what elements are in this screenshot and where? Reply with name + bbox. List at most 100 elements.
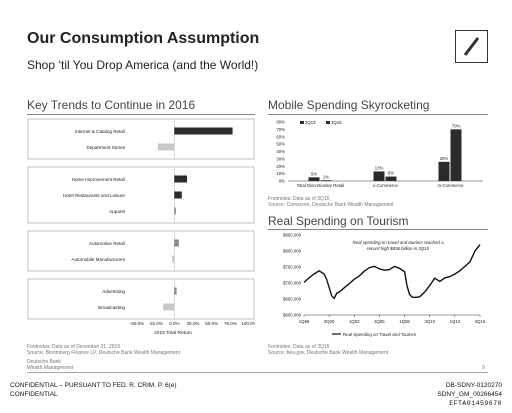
y-tick-label: $850,000 <box>283 233 302 238</box>
x-tick-label: 1Q13 <box>450 319 461 324</box>
x-tick-label: 0.0% <box>169 321 179 326</box>
legend-swatch <box>300 121 304 124</box>
category-label: Broadcasting <box>98 305 125 310</box>
page-subtitle: Shop ‘til You Drop America (and the Worl… <box>27 58 259 72</box>
tourism-footnotes: Footnotes: Data as of 3Q15 Source: bea.g… <box>268 344 388 356</box>
data-label: 13% <box>375 165 384 170</box>
left-section-rule <box>27 114 255 115</box>
category-label: e-Commerce <box>373 183 398 188</box>
key-trends-bar-chart: Internet & Catalog Retail Department Stor… <box>27 118 255 336</box>
confidential-label: CONFIDENTIAL <box>10 391 58 398</box>
mobile-footnotes: Footnotes: Data as of 3Q15 Source: Comsc… <box>268 196 394 208</box>
brand-block: Deutsche Bank Wealth Management <box>27 359 73 371</box>
category-bar <box>172 255 175 263</box>
annotation-line: Real spending on travel and tourism reac… <box>352 240 444 245</box>
y-tick-label: $700,000 <box>283 281 302 286</box>
tourism-source-line: Source: bea.gov, Deutsche Bank Wealth Ma… <box>268 350 389 356</box>
left-section-title: Key Trends to Continue in 2016 <box>27 98 196 112</box>
y-tick-label: 60% <box>276 134 285 139</box>
x-tick-label: 3Q05 <box>374 319 385 324</box>
category-label: Department Stores <box>86 145 125 150</box>
category-label: Automotive Retail <box>89 241 125 246</box>
category-bar <box>174 127 233 135</box>
category-label: Internet & Catalog Retail <box>75 129 125 134</box>
data-label: 1% <box>323 174 329 179</box>
left-footnotes: Footnotes: Data as of December 31, 2015 … <box>27 344 180 356</box>
bates-block: DB-SDNY-0120270 SDNY_GM_00266454 EFTA014… <box>437 381 502 408</box>
mobile-bar <box>385 176 397 181</box>
category-label: m-Commerce <box>437 183 464 188</box>
legend-label: Real Spending on Travel and Tourism <box>343 332 416 337</box>
category-bar <box>174 191 182 199</box>
mobile-bar <box>450 129 462 181</box>
x-tick-label: 3Q00 <box>324 319 335 324</box>
y-tick-label: 0% <box>279 179 285 184</box>
legend-swatch <box>326 121 330 124</box>
tourism-line-chart: $600,000 $650,000 $700,000 $750,000 $800,000… <box>283 233 486 338</box>
x-axis-title: 2015 Total Return <box>154 330 192 336</box>
tourism-section-rule <box>268 229 488 230</box>
category-label: Total Discretionary Retail <box>297 183 345 188</box>
category-label: Apparel <box>109 209 125 214</box>
x-tick-label: 1Q08 <box>399 319 410 324</box>
mobile-bar <box>320 180 332 181</box>
data-label: 5% <box>311 171 317 176</box>
x-tick-label: -50.0% <box>130 321 144 326</box>
category-bar <box>163 303 175 311</box>
legend-label: 3Q15 <box>331 120 342 125</box>
y-tick-label: $650,000 <box>283 297 302 302</box>
x-tick-label: 3Q15 <box>475 319 486 324</box>
left-footnote-line: Footnotes: Data as of December 31, 2015 <box>27 344 121 350</box>
brand-division: Wealth Management <box>27 365 74 371</box>
category-label: Automobile Manufacturers <box>71 257 125 262</box>
category-label: Home Improvement Retail <box>72 177 125 182</box>
y-tick-label: 30% <box>276 156 285 161</box>
y-tick-label: 20% <box>276 164 285 169</box>
data-label: 6% <box>388 171 394 176</box>
category-bar <box>174 239 179 247</box>
y-tick-label: 70% <box>276 127 285 132</box>
mobile-bar <box>373 171 385 181</box>
confidential-block: CONFIDENTIAL – PURSUANT TO FED. R. CRIM.… <box>10 381 177 399</box>
footer-rule <box>27 372 488 373</box>
bates-sdny: SDNY_GM_00266454 <box>437 391 502 398</box>
mobile-bar <box>438 161 450 181</box>
category-bar <box>174 287 177 295</box>
category-label: Advertising <box>102 289 125 294</box>
trend-panel <box>27 278 255 320</box>
legend-label: 3Q13 <box>305 120 316 125</box>
x-tick-label: 25.0% <box>187 321 200 326</box>
mobile-spending-bar-chart: 0% 10% 20% 30% 40% 50% 60% 70% 80% 3Q13 3Q15 5% 1% To… <box>276 120 483 188</box>
tourism-section-title: Real Spending on Tourism <box>268 214 409 228</box>
mobile-section-title: Mobile Spending Skyrocketing <box>268 98 430 112</box>
y-tick-label: $600,000 <box>283 313 302 318</box>
y-tick-label: 50% <box>276 142 285 147</box>
data-label: 70% <box>452 123 461 128</box>
trend-panel <box>27 166 255 224</box>
annotation-line: record high $836 billion in 3Q15 <box>367 246 430 251</box>
trend-panel <box>27 118 255 160</box>
y-tick-label: 40% <box>276 149 285 154</box>
mobile-footnote-line: Footnotes: Data as of 3Q15 <box>268 196 330 202</box>
deutsche-bank-logo <box>455 30 488 63</box>
x-tick-label: 75.0% <box>224 321 237 326</box>
x-tick-label: -25.0% <box>149 321 163 326</box>
category-bar <box>157 143 175 151</box>
logo-slash-icon <box>463 37 480 56</box>
left-source-line: Source: Bloomberg Finance LP, Deutsche B… <box>27 350 180 356</box>
mobile-source-line: Source: Comscore, Deutsche Bank Wealth M… <box>268 202 394 208</box>
page-title: Our Consumption Assumption <box>27 30 260 47</box>
brand-name: Deutsche Bank <box>27 359 61 365</box>
category-bar <box>174 207 176 215</box>
tourism-series-line <box>303 244 481 300</box>
x-tick-label: 1Q03 <box>349 319 360 324</box>
data-label: 26% <box>440 156 449 161</box>
page-number: 9 <box>482 365 485 371</box>
y-tick-label: 10% <box>276 171 285 176</box>
category-bar <box>174 175 188 183</box>
bates-db: DB-SDNY-0120270 <box>445 382 502 389</box>
confidential-notice: CONFIDENTIAL – PURSUANT TO FED. R. CRIM.… <box>10 382 177 389</box>
mobile-section-rule <box>268 114 488 115</box>
x-tick-label: 1Q98 <box>299 319 310 324</box>
tourism-footnote-line: Footnotes: Data as of 3Q15 <box>268 344 330 350</box>
